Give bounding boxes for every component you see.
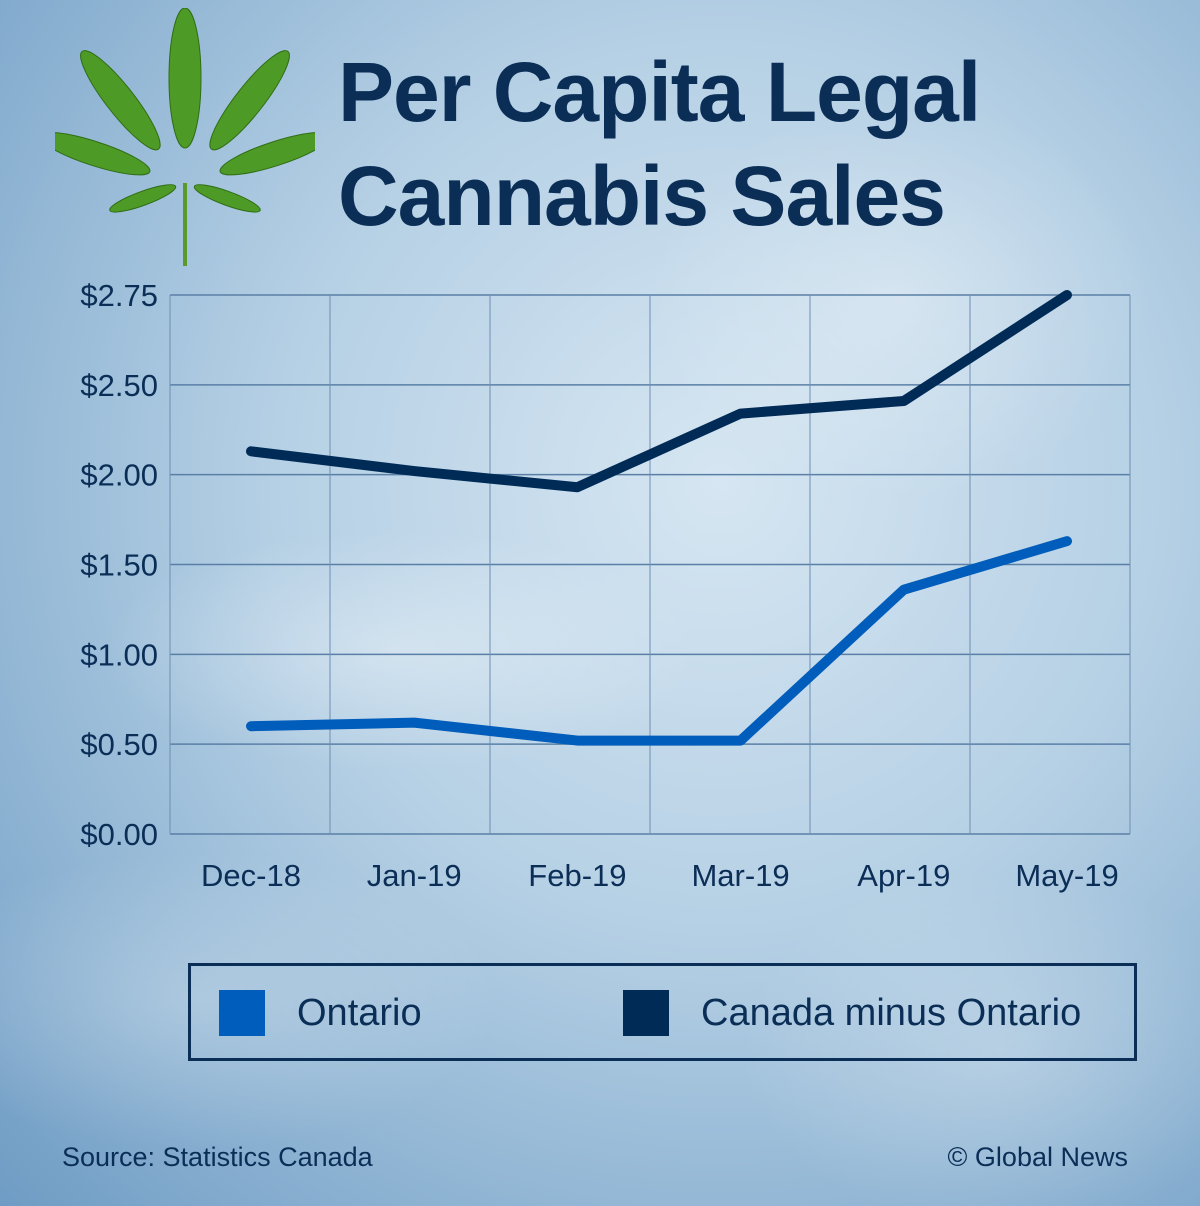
- y-tick-label: $1.00: [80, 637, 158, 672]
- x-tick-label: May-19: [1015, 858, 1118, 893]
- y-tick-label: $2.75: [80, 278, 158, 313]
- title-line-1: Per Capita Legal: [338, 45, 981, 139]
- x-tick-label: Dec-18: [201, 858, 301, 893]
- x-tick-label: Apr-19: [857, 858, 950, 893]
- title-line-2: Cannabis Sales: [338, 149, 946, 243]
- legend-label: Ontario: [297, 991, 422, 1034]
- canada-swatch: [623, 990, 669, 1036]
- series-line-ontario: [246, 536, 1072, 746]
- y-tick-label: $0.00: [80, 817, 158, 852]
- x-tick-label: Jan-19: [367, 858, 462, 893]
- x-tick-label: Feb-19: [528, 858, 626, 893]
- y-tick-label: $2.50: [80, 368, 158, 403]
- y-tick-label: $2.00: [80, 458, 158, 493]
- source-note: Source: Statistics Canada: [62, 1142, 373, 1172]
- x-tick-label: Mar-19: [691, 858, 789, 893]
- legend-item-canada-minus-ontario: Canada minus Ontario: [623, 990, 1081, 1036]
- legend-item-ontario: Ontario: [219, 990, 422, 1036]
- line-chart: $0.00 $0.50 $1.00 $1.50 $2.00 $2.50 $2.75 Dec-1…: [80, 278, 1131, 893]
- y-tick-label: $1.50: [80, 548, 158, 583]
- legend: Ontario Canada minus Ontario: [188, 963, 1137, 1061]
- y-tick-label: $0.50: [80, 727, 158, 762]
- credit-note: © Global News: [947, 1142, 1128, 1172]
- cannabis-leaf-icon: [55, 8, 315, 266]
- series-line-canada-minus-ontario: [246, 290, 1072, 493]
- legend-label: Canada minus Ontario: [701, 991, 1082, 1034]
- ontario-swatch: [219, 990, 265, 1036]
- chart-title: Per Capita Legal Cannabis Sales: [338, 40, 981, 248]
